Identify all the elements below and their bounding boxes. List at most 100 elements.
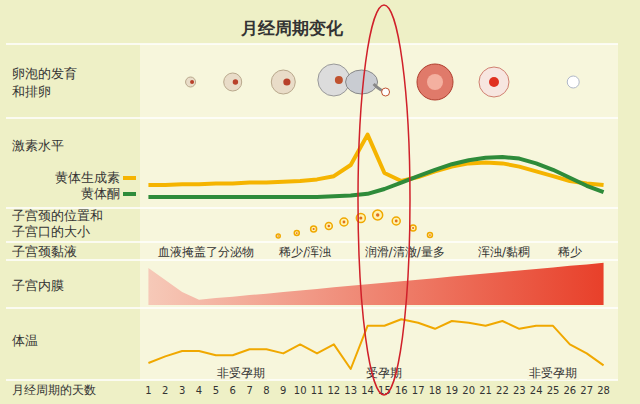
tick-label: 25 xyxy=(547,385,560,396)
row-separator xyxy=(6,259,618,261)
corpus-luteum-core xyxy=(489,77,499,87)
ovulation xyxy=(346,70,378,94)
tick-label: 18 xyxy=(429,385,442,396)
hormone-lines xyxy=(148,135,603,197)
cervix-opening xyxy=(313,228,315,230)
label-patch xyxy=(215,366,267,380)
tick-label: 27 xyxy=(580,385,593,396)
cervix xyxy=(294,231,299,236)
cervix xyxy=(276,234,280,238)
tick-label: 17 xyxy=(412,385,425,396)
follicle-egg xyxy=(190,80,194,84)
tick-label: 2 xyxy=(162,385,168,396)
follicle-egg xyxy=(283,78,290,85)
background xyxy=(0,0,640,404)
corpus-luteum xyxy=(479,67,509,97)
row-label: 卵泡的发育 xyxy=(12,66,77,81)
row-label: 和排卵 xyxy=(12,84,51,99)
tick-label: 22 xyxy=(496,385,509,396)
hormone-line xyxy=(148,135,603,185)
tick-label: 19 xyxy=(445,385,458,396)
follicle xyxy=(318,64,350,96)
tick-label: 20 xyxy=(462,385,475,396)
tick-label: 24 xyxy=(530,385,543,396)
cervix-opening xyxy=(296,232,298,234)
axis-title: 月经周期的天数 xyxy=(12,383,96,397)
follicle xyxy=(186,77,196,87)
tick-label: 28 xyxy=(597,385,610,396)
cervix-opening xyxy=(376,213,380,217)
mucus-label: 稀少 xyxy=(558,245,582,259)
follicle-icons xyxy=(186,64,580,100)
cervix xyxy=(373,210,383,220)
ovum xyxy=(382,88,390,96)
row-separator xyxy=(6,307,618,309)
plot-background xyxy=(140,44,618,380)
tick-label: 21 xyxy=(479,385,492,396)
tick-label: 12 xyxy=(327,385,340,396)
period-label: 非受孕期 xyxy=(217,366,265,380)
cervix xyxy=(311,226,317,232)
title: 月经周期变化 xyxy=(240,18,344,38)
tick-label: 3 xyxy=(179,385,185,396)
cervix-opening xyxy=(343,221,346,224)
row-label: 激素水平 xyxy=(12,138,64,153)
chart: 月经周期变化卵泡的发育和排卵激素水平子宫颈的位置和子宫口的大小子宫颈黏液子宫内膜… xyxy=(0,0,640,404)
mucus-label: 稀少/浑浊 xyxy=(279,245,331,259)
tick-label: 13 xyxy=(344,385,357,396)
legend-label: 黄体生成素 xyxy=(55,170,120,185)
cervix-opening xyxy=(412,227,414,229)
cervix-opening xyxy=(328,225,330,227)
tick-label: 1 xyxy=(145,385,151,396)
legend-swatch xyxy=(123,176,136,180)
tick-label: 23 xyxy=(513,385,526,396)
follicle-egg xyxy=(335,76,343,84)
cervix-opening xyxy=(278,235,279,236)
corpus-albicans xyxy=(567,76,579,88)
temperature-group xyxy=(148,319,603,369)
legend-label: 黄体酮 xyxy=(81,186,120,201)
corpus-luteum-core xyxy=(427,74,443,90)
legend-swatch xyxy=(123,192,136,196)
tick-label: 5 xyxy=(213,385,219,396)
tick-label: 10 xyxy=(294,385,307,396)
tick-label: 7 xyxy=(246,385,252,396)
tick-label: 16 xyxy=(395,385,408,396)
label-patch xyxy=(527,366,579,380)
corpus-luteum xyxy=(417,64,453,100)
endometrium-area xyxy=(148,263,603,305)
row-separator xyxy=(6,379,618,381)
cervix xyxy=(410,225,416,231)
mucus-label: 血液掩盖了分泌物 xyxy=(158,245,254,259)
tick-label: 11 xyxy=(311,385,324,396)
follicle-egg xyxy=(233,79,238,84)
temperature-line xyxy=(148,319,603,369)
cervix-opening xyxy=(429,234,431,236)
cervix xyxy=(427,233,432,238)
row-label: 子宫颈的位置和 xyxy=(12,208,103,223)
tick-label: 6 xyxy=(230,385,236,396)
cervix xyxy=(325,223,332,230)
row-separator xyxy=(6,241,618,243)
cervix xyxy=(392,217,400,225)
highlight-ellipse xyxy=(358,5,410,395)
hormone-line xyxy=(148,157,603,197)
tick-label: 26 xyxy=(563,385,576,396)
row-separator xyxy=(6,43,618,45)
mucus-label: 浑浊/黏稠 xyxy=(478,245,530,259)
tick-label: 4 xyxy=(196,385,202,396)
row-separator xyxy=(6,117,618,119)
row-label: 子宫颈黏液 xyxy=(12,244,77,259)
endometrium-group xyxy=(148,263,603,305)
row-label: 子宫口的大小 xyxy=(12,224,90,239)
follicle xyxy=(271,70,295,94)
row-label: 体温 xyxy=(12,333,38,348)
cervix-opening xyxy=(395,220,398,223)
tick-label: 9 xyxy=(280,385,286,396)
mucus-label: 润滑/清澈/量多 xyxy=(365,245,445,259)
tick-label: 8 xyxy=(263,385,269,396)
cervix-opening xyxy=(359,216,362,219)
cervix xyxy=(340,218,348,226)
tick-label: 14 xyxy=(361,385,374,396)
follicle xyxy=(224,73,242,91)
